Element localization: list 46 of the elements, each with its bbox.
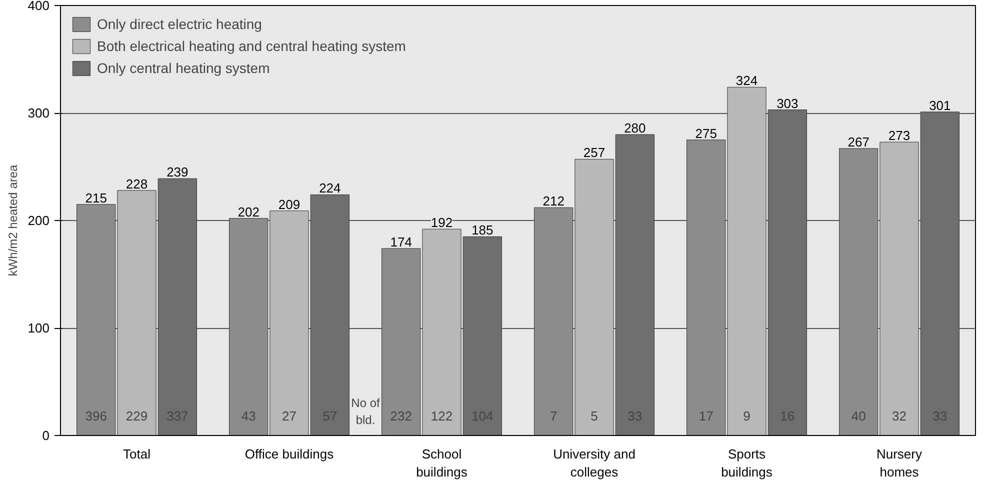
data-label: 267: [848, 134, 870, 150]
annotation: 17: [698, 408, 714, 424]
legend-label: Both electrical heating and central heating system: [97, 38, 406, 54]
annotation: 7: [550, 408, 558, 424]
annotation: No of bld.: [351, 396, 381, 427]
annotation: 396: [85, 408, 107, 424]
annotation: 122: [430, 408, 453, 424]
data-label: 301: [929, 98, 951, 113]
data-label: 202: [238, 204, 260, 220]
data-label: 212: [542, 194, 564, 209]
data-label: 273: [888, 128, 910, 144]
annotation: 9: [743, 408, 750, 424]
data-label: 209: [278, 196, 300, 212]
y-tick-label: 0: [42, 428, 50, 443]
data-label: 239: [166, 164, 188, 180]
y-tick-label: 300: [28, 106, 50, 120]
annotation: 32: [892, 408, 906, 424]
annotation: 43: [241, 408, 256, 424]
annotation: 40: [851, 408, 866, 424]
data-label: 185: [472, 222, 494, 238]
y-tick-label: 400: [28, 0, 50, 13]
data-label: 192: [430, 215, 453, 230]
annotation: 5: [590, 408, 598, 424]
annotation: 229: [126, 408, 148, 424]
x-tick-label: Nursery homes: [876, 446, 923, 480]
data-label: 257: [583, 145, 606, 160]
data-label: 215: [85, 190, 107, 206]
y-tick-label: 100: [28, 320, 50, 336]
data-label: 275: [695, 126, 717, 141]
data-label: 324: [736, 73, 758, 88]
y-tick-label: 200: [28, 213, 50, 228]
data-label: 280: [624, 120, 646, 136]
x-tick-label: Office buildings: [244, 446, 334, 462]
legend-label: Only direct electric heating: [97, 16, 262, 32]
annotation: 27: [282, 408, 296, 424]
data-label: 174: [390, 234, 412, 250]
x-tick-label: School buildings: [416, 446, 468, 480]
data-label: 303: [776, 96, 798, 111]
y-axis-title: kWh/m2 heated area: [6, 164, 20, 276]
data-label: 228: [126, 176, 148, 192]
x-tick-label: University and colleges: [553, 446, 636, 480]
x-tick-label: Total: [123, 446, 151, 462]
data-label: 224: [319, 180, 341, 196]
annotation: 232: [390, 408, 412, 424]
legend-label: Only central heating system: [97, 60, 270, 76]
x-tick-label: Sports buildings: [721, 446, 773, 480]
